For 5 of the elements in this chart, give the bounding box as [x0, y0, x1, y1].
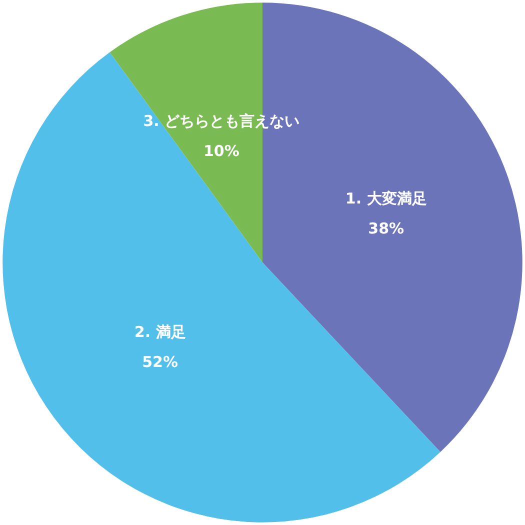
slice-label: 1. 大変満足	[345, 190, 427, 208]
data-label: 38%	[368, 220, 404, 238]
data-label: 10%	[203, 142, 240, 160]
data-label: 52%	[142, 353, 178, 372]
slice-label: 2. 満足	[134, 323, 186, 342]
